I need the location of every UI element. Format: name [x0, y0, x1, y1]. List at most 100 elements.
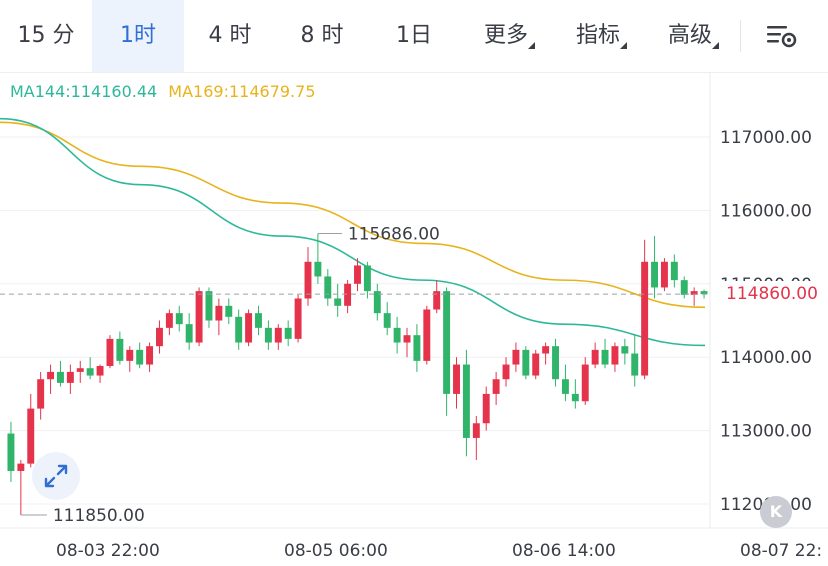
dropdown-arrow-icon	[620, 42, 627, 49]
candle-body	[96, 366, 104, 376]
x-tick-label: 08-07 22:	[740, 541, 822, 561]
ma-lines	[0, 117, 706, 347]
candle-body	[492, 379, 500, 394]
candle-body	[443, 291, 451, 394]
tab-label: 1时	[120, 23, 156, 48]
candle-body	[264, 327, 272, 343]
candle-body	[66, 371, 74, 383]
candle-body	[482, 393, 490, 424]
tab-label: 15 分	[17, 23, 75, 48]
y-tick-label: 113000.00	[720, 422, 812, 442]
candle-body	[621, 346, 629, 354]
chart-settings-icon	[767, 26, 797, 48]
candle-body	[561, 379, 569, 394]
candle-body	[383, 313, 391, 328]
candle-body	[502, 364, 510, 380]
ma169-label: MA169:114679.75	[168, 82, 316, 101]
candle-body	[373, 291, 381, 314]
dropdown-arrow-icon	[712, 42, 719, 49]
candle-body	[651, 261, 659, 288]
candle-body	[324, 276, 332, 299]
ma144-label: MA144:114160.44	[10, 82, 158, 101]
ma144-line	[0, 117, 706, 347]
x-tick-label: 08-03 22:00	[56, 541, 160, 561]
candle-body	[532, 353, 540, 376]
y-tick-label: 114000.00	[720, 348, 812, 368]
candle-body	[17, 463, 25, 471]
y-tick-label: 117000.00	[720, 128, 812, 148]
candle-body	[156, 327, 163, 347]
x-tick-label: 08-05 06:00	[284, 541, 388, 561]
candle-body	[245, 313, 253, 343]
candle-body	[334, 298, 342, 306]
chart-settings-button[interactable]	[764, 20, 800, 52]
fullscreen-button[interactable]	[32, 452, 80, 500]
candle-body	[542, 346, 550, 354]
candle-body	[413, 335, 421, 361]
candle-body	[56, 371, 64, 383]
candle-body	[106, 338, 114, 367]
candle-body	[423, 309, 431, 361]
tab-label: 8 时	[300, 23, 344, 48]
candle-body	[304, 261, 312, 299]
ma-legend: MA144:114160.44 MA169:114679.75	[10, 82, 322, 101]
candle-body	[462, 364, 470, 438]
tab-1d[interactable]: 1日	[368, 0, 460, 72]
chart-grid	[0, 72, 828, 529]
low-price-label: 111850.00	[53, 506, 145, 526]
candle-body	[225, 305, 233, 317]
candle-body	[591, 349, 599, 365]
tab-label: 更多	[483, 23, 528, 48]
candle-body	[660, 261, 668, 288]
x-tick-label: 08-06 14:00	[512, 541, 616, 561]
candle-body	[571, 393, 579, 402]
candle-body	[433, 291, 441, 310]
candle-body	[255, 313, 262, 328]
candle-body	[393, 327, 401, 343]
candles	[7, 233, 708, 516]
x-axis: 08-03 22:00 08-05 06:00 08-06 14:00 08-07 2…	[56, 541, 822, 561]
candle-body	[126, 349, 134, 361]
tab-8h[interactable]: 8 时	[276, 0, 368, 72]
ma169-line	[0, 121, 706, 309]
tab-label: 1日	[396, 23, 432, 48]
candle-body	[27, 408, 35, 464]
expand-icon	[44, 464, 68, 488]
candle-body	[680, 280, 688, 295]
y-tick-label: 116000.00	[720, 201, 812, 221]
high-price-label: 115686.00	[348, 224, 440, 244]
candle-body	[7, 433, 15, 471]
candle-body	[146, 346, 154, 365]
candle-body	[86, 368, 94, 376]
candlestick-chart[interactable]: 115686.00 111850.00 117000.00 116000.00 115…	[0, 72, 828, 566]
tab-advanced[interactable]: 高级	[644, 0, 736, 72]
candle-body	[185, 324, 193, 343]
candle-body	[363, 265, 371, 292]
candle-body	[76, 368, 84, 372]
candle-body	[205, 291, 213, 321]
candle-body	[116, 338, 124, 361]
candle-body	[601, 349, 609, 365]
candle-body	[403, 335, 411, 343]
candle-body	[611, 346, 619, 365]
tab-more[interactable]: 更多	[460, 0, 552, 72]
candle-body	[165, 313, 173, 328]
candle-body	[284, 327, 292, 339]
candle-body	[37, 379, 45, 409]
tab-15m[interactable]: 15 分	[0, 0, 92, 72]
candle-body	[512, 349, 520, 365]
candle-body	[354, 265, 361, 284]
candle-body	[690, 291, 698, 295]
tab-indicators[interactable]: 指标	[552, 0, 644, 72]
tab-label: 4 时	[208, 23, 252, 48]
tab-4h[interactable]: 4 时	[184, 0, 276, 72]
candle-body	[175, 313, 183, 325]
chart-annotations: 115686.00 111850.00	[0, 224, 710, 526]
tab-1h[interactable]: 1时	[92, 0, 184, 72]
tab-divider	[740, 20, 741, 52]
candle-body	[235, 316, 243, 343]
last-price-tag: 114860.00	[716, 281, 828, 308]
y-axis: 117000.00116000.00115000.00114000.001130…	[720, 128, 812, 515]
candle-body	[472, 423, 480, 438]
candle-body	[215, 305, 223, 321]
